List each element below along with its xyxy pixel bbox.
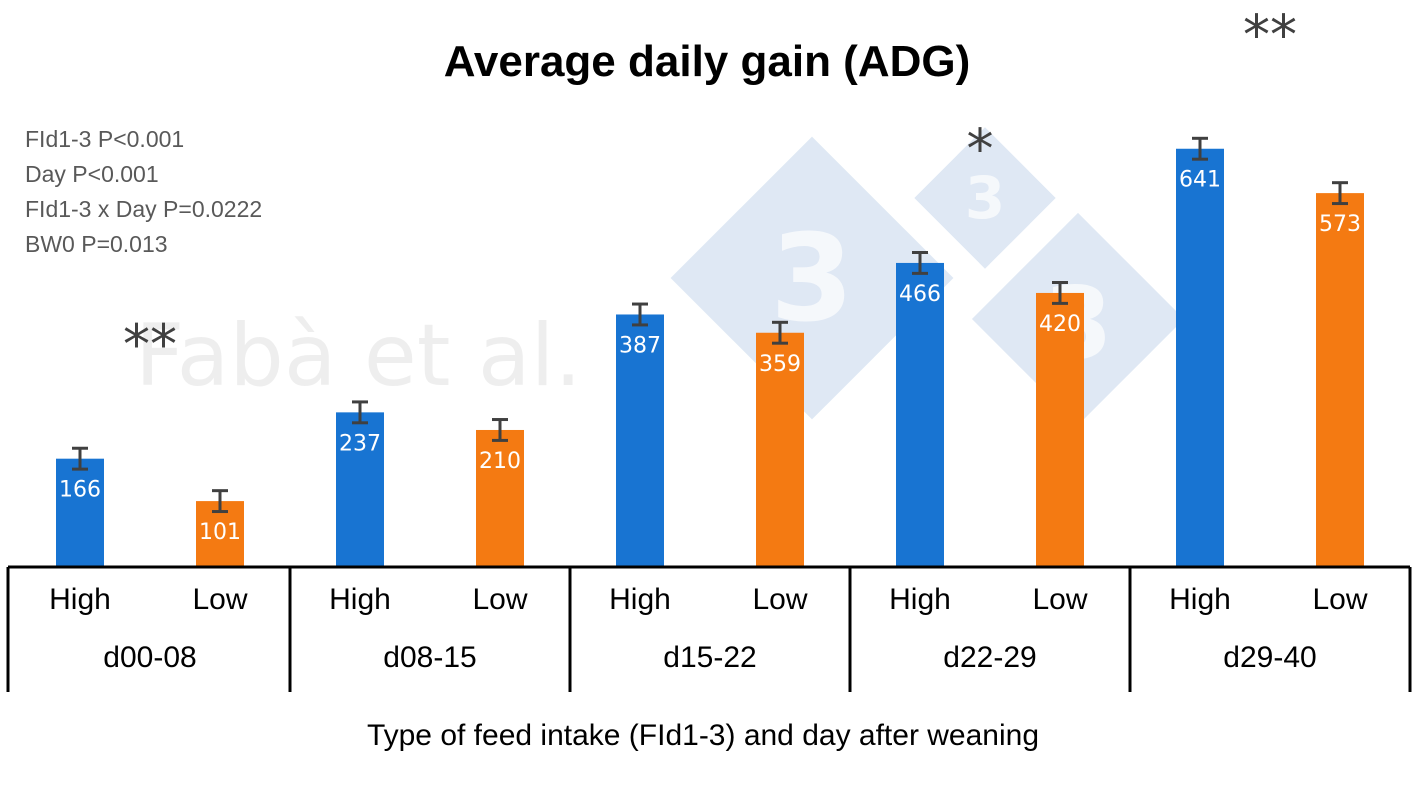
stat-line: FId1-3 P<0.001 [25,126,184,152]
bar-low [1036,292,1084,567]
group-label: d22-29 [943,641,1036,674]
data-label: 573 [1319,212,1361,237]
tick-label: Low [472,583,527,616]
data-label: 166 [59,478,101,503]
error-bar [1052,281,1068,305]
data-label: 641 [1179,168,1221,193]
data-label: 420 [1039,312,1081,337]
category-axis: High Low High Low High Low High Low High Low d00-0… [6,565,1412,692]
data-label: 210 [479,449,521,474]
svg-text:3: 3 [770,210,854,349]
bar-low [1316,193,1364,567]
group-label: d29-40 [1223,641,1316,674]
significance-marker: ** [1243,3,1297,66]
error-bar [912,250,928,275]
error-bar [212,489,228,514]
error-bar [632,302,648,327]
x-axis-title: Type of feed intake (FId1-3) and day aft… [367,719,1039,752]
error-bar [72,446,88,471]
svg-text:3: 3 [965,164,1005,232]
data-label: 101 [199,520,241,545]
error-bar [492,418,508,442]
error-bar [1332,181,1348,206]
data-label: 387 [619,333,661,358]
tick-label: Low [1312,583,1367,616]
stat-line: FId1-3 x Day P=0.0222 [25,196,262,222]
significance-marker: ** [123,313,177,376]
tick-label: High [329,583,391,616]
tick-label: High [49,583,111,616]
bar-low [476,429,524,567]
bar-high [56,458,104,567]
group-label: d15-22 [663,641,756,674]
tick-label: Low [752,583,807,616]
tick-label: High [1169,583,1231,616]
bar-high [1176,148,1224,567]
stats-annotations: FId1-3 P<0.001 Day P<0.001 FId1-3 x Day … [25,126,262,257]
tick-label: Low [1032,583,1087,616]
error-bar [352,400,368,425]
bar-high [336,412,384,567]
stat-line: BW0 P=0.013 [25,231,168,257]
group-label: d08-15 [383,641,476,674]
chart-title: Average daily gain (ADG) [444,37,971,86]
error-bar [772,320,788,345]
group-label: d00-08 [103,641,196,674]
data-label: 359 [759,352,801,377]
significance-marker: * [967,117,994,180]
data-label: 237 [339,431,381,456]
error-bar [1192,136,1208,161]
stat-line: Day P<0.001 [25,161,159,187]
data-label: 466 [899,282,941,307]
bar-high [616,314,664,567]
tick-label: High [889,583,951,616]
tick-label: High [609,583,671,616]
tick-label: Low [192,583,247,616]
bar-high [896,262,944,567]
watermark-text: Fabà et al. [135,306,582,406]
bar-low [756,332,804,567]
